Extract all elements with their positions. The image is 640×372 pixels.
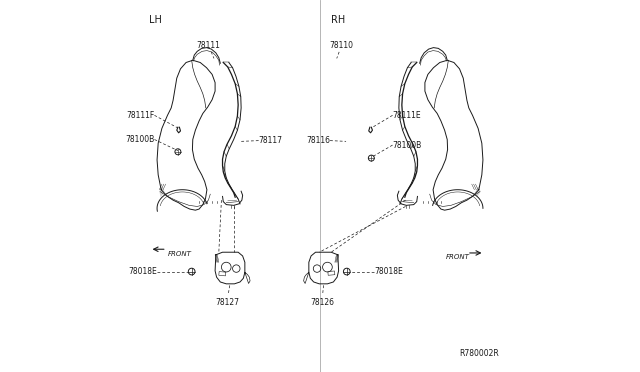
Text: FRONT: FRONT: [168, 251, 191, 257]
Bar: [219, 272, 226, 276]
Text: R780002R: R780002R: [459, 349, 499, 358]
Polygon shape: [159, 186, 164, 197]
Text: 78110: 78110: [330, 41, 353, 50]
Text: 78100B: 78100B: [125, 135, 154, 144]
Text: LH: LH: [149, 15, 162, 25]
Text: 78100B: 78100B: [392, 141, 422, 150]
Text: 78127: 78127: [215, 298, 239, 307]
Text: 78116: 78116: [306, 136, 330, 145]
Text: 78126: 78126: [310, 298, 334, 307]
Text: 78111F: 78111F: [126, 111, 154, 120]
Text: 78117: 78117: [259, 136, 283, 145]
Text: 78018E: 78018E: [129, 267, 157, 276]
Polygon shape: [476, 186, 481, 197]
Text: 78018E: 78018E: [374, 267, 403, 276]
Text: 78111E: 78111E: [392, 111, 421, 120]
Text: 78111: 78111: [196, 41, 220, 50]
Text: RH: RH: [331, 15, 346, 25]
Text: FRONT: FRONT: [445, 254, 470, 260]
Bar: [328, 271, 335, 275]
